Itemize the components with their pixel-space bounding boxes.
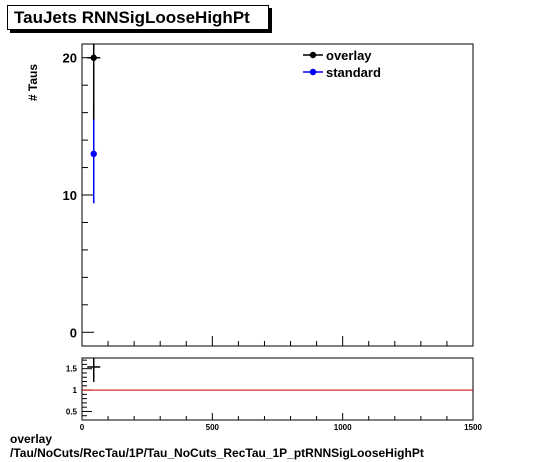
- ratio-frame: [81, 357, 474, 421]
- ratio-y-tick-label: 0.5: [66, 407, 78, 416]
- legend-label-overlay: overlay: [326, 48, 372, 63]
- y-axis-label: # Taus: [26, 64, 40, 101]
- y-tick-label: 10: [63, 188, 77, 203]
- chart-title: TauJets RNNSigLooseHighPt: [14, 8, 250, 27]
- data-point-standard: [90, 150, 97, 158]
- legend-label-standard: standard: [326, 65, 381, 80]
- data-point-overlay: [90, 54, 97, 61]
- main-frame: [81, 43, 474, 347]
- y-tick-label: 0: [70, 325, 77, 340]
- ratio-y-tick-label: 1: [73, 386, 78, 395]
- main-plot: 0 10 20 # Taus overlay standard: [26, 43, 474, 347]
- ratio-x-tick-label: 500: [206, 423, 220, 432]
- ratio-plot: 0.5 1 1.5 0 500 1000 1500: [66, 357, 482, 432]
- y-tick-label: 20: [63, 51, 77, 66]
- chart-title-box: TauJets RNNSigLooseHighPt: [7, 5, 269, 30]
- footer-path: /Tau/NoCuts/RecTau/1P/Tau_NoCuts_RecTau_…: [10, 446, 424, 460]
- legend-marker-standard: [309, 68, 317, 76]
- ratio-x-tick-label: 1500: [464, 423, 482, 432]
- ratio-x-tick-label: 1000: [334, 423, 352, 432]
- ratio-y-tick-label: 1.5: [66, 365, 78, 374]
- ratio-x-tick-label: 0: [80, 423, 85, 432]
- footer-label: overlay: [10, 432, 53, 446]
- legend-marker-overlay: [309, 51, 317, 59]
